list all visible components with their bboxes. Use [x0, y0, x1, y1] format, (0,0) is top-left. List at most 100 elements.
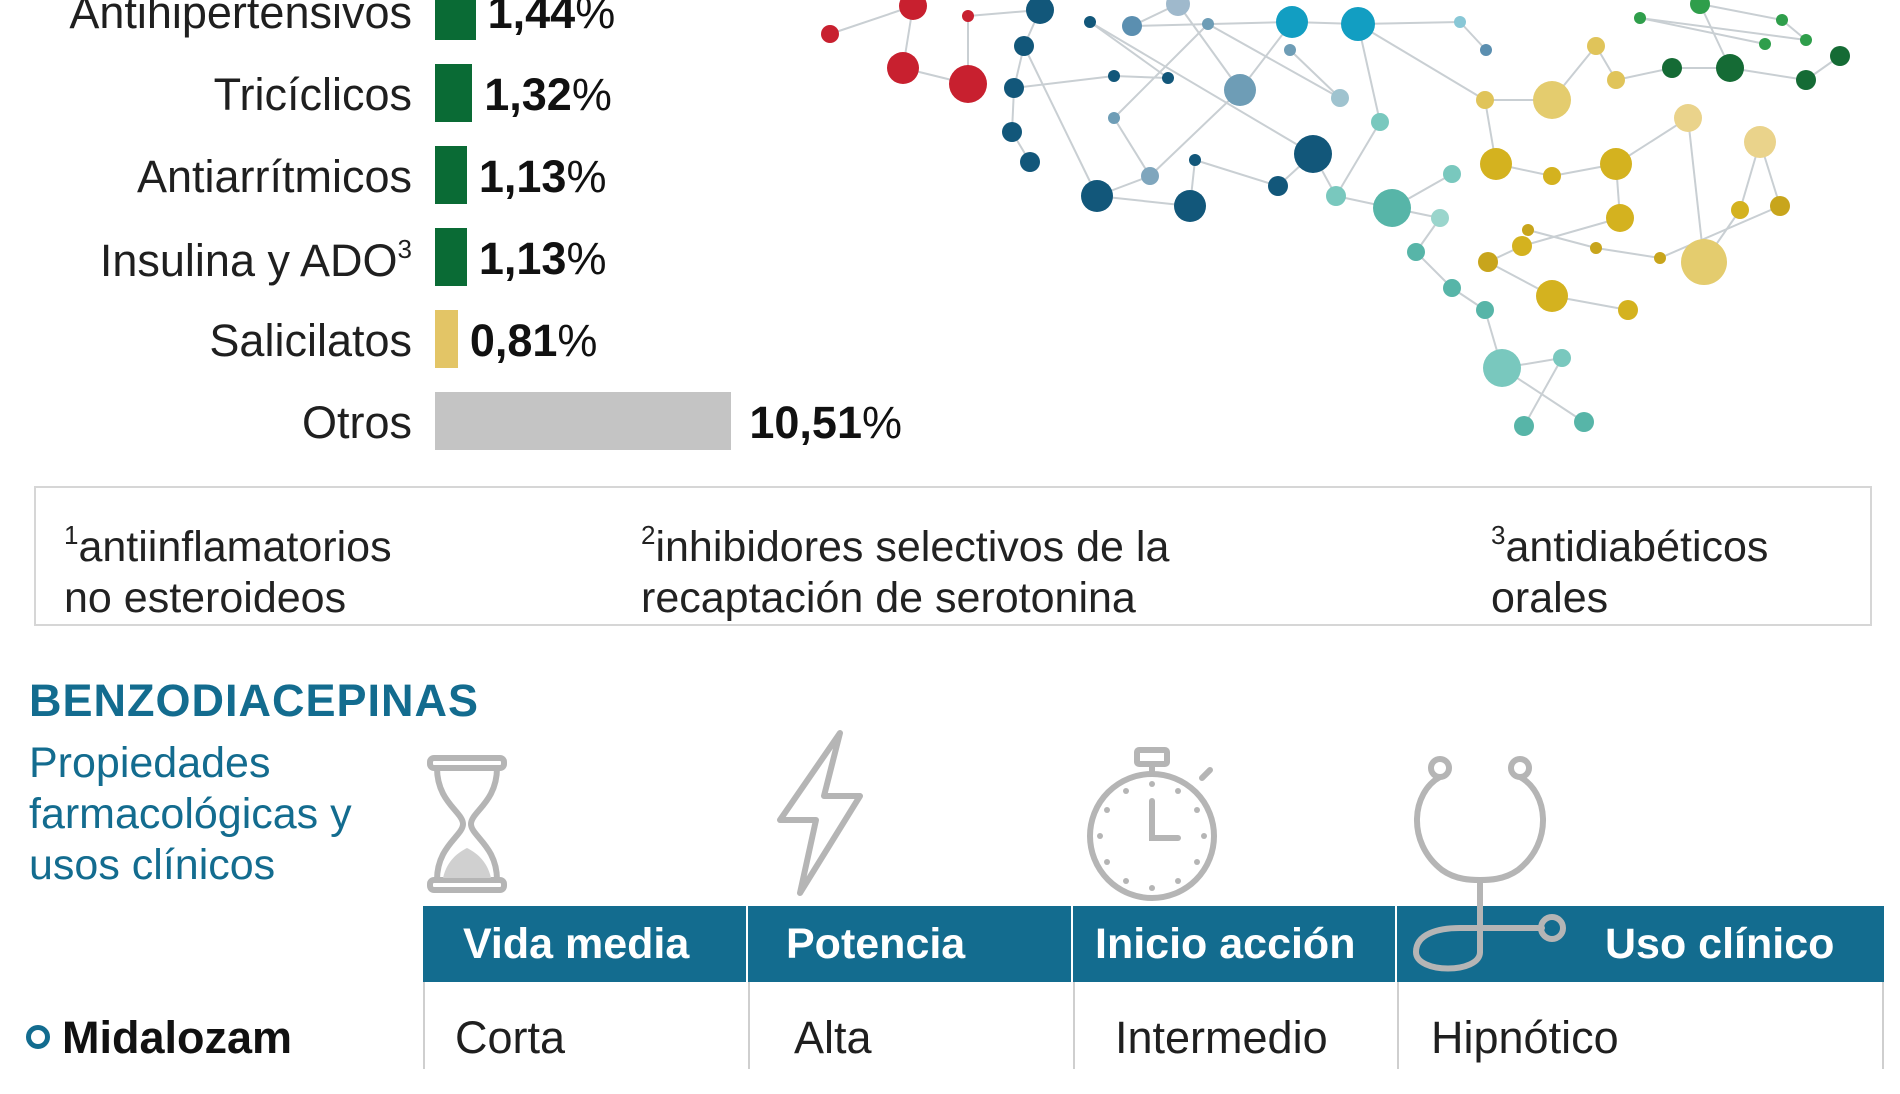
network-node [1268, 176, 1288, 196]
network-node [1716, 54, 1744, 82]
network-node [1476, 301, 1494, 319]
network-node [1326, 186, 1346, 206]
network-node [1014, 36, 1034, 56]
table-header-row: Vida media Potencia Inicio acción Uso cl… [423, 906, 1884, 982]
network-node [1294, 135, 1332, 173]
network-node [1533, 81, 1571, 119]
bar [435, 146, 467, 204]
network-node [1431, 209, 1449, 227]
network-node [1690, 0, 1710, 14]
network-node [1522, 224, 1534, 236]
network-node [1574, 412, 1594, 432]
network-node [1800, 34, 1812, 46]
network-node [1512, 236, 1532, 256]
header-potencia: Potencia [748, 906, 1073, 982]
network-node [1443, 165, 1461, 183]
network-node [1407, 243, 1425, 261]
network-node [1189, 154, 1201, 166]
bar [435, 228, 467, 286]
table-row: Corta Alta Intermedio Hipnótico [423, 982, 1884, 1069]
network-node [1478, 252, 1498, 272]
network-node [1224, 74, 1256, 106]
network-node [1543, 167, 1561, 185]
network-node [1553, 349, 1571, 367]
network-node [821, 25, 839, 43]
header-inicio-accion: Inicio acción [1073, 906, 1397, 982]
row-label-midalozam: Midalozam [26, 1014, 292, 1062]
molecule-network-illustration [821, 0, 1850, 436]
network-node [1108, 112, 1120, 124]
stopwatch-icon [1087, 747, 1217, 901]
network-node [1744, 126, 1776, 158]
header-vida-media: Vida media [423, 906, 748, 982]
network-node [1607, 71, 1625, 89]
network-node [1654, 252, 1666, 264]
bar-value-label: 10,51% [749, 397, 903, 448]
bar-label: Salicilatos [209, 315, 412, 366]
network-node [1590, 242, 1602, 254]
network-node [1830, 46, 1850, 66]
network-node [1141, 167, 1159, 185]
footnotes-box: 1antiinflamatorios no esteroideos 2inhib… [34, 486, 1872, 626]
footnote-3: 3antidiabéticos orales [1491, 510, 1768, 624]
footnote-1-line2: no esteroideos [64, 574, 347, 622]
network-node [1514, 416, 1534, 436]
bar-value-label: 1,13% [478, 151, 607, 202]
network-node [899, 0, 927, 20]
network-node [1174, 190, 1206, 222]
bullet-ring-icon [26, 1025, 50, 1050]
bar-label: Tricíclicos [213, 69, 412, 120]
network-node [1536, 280, 1568, 312]
footnote-2-marker: 2 [641, 520, 656, 550]
bar-value-label: 1,32% [484, 69, 612, 120]
footnote-1: 1antiinflamatorios no esteroideos [64, 510, 392, 624]
section-title: BENZODIACEPINAS [29, 675, 480, 726]
network-node [1618, 300, 1638, 320]
network-node [1341, 7, 1375, 41]
network-node [1483, 349, 1521, 387]
bar-label: Antihipertensivos [69, 0, 412, 38]
bar-value-label: 1,13% [478, 233, 607, 284]
network-node [1606, 204, 1634, 232]
bar [435, 0, 476, 40]
bar-label: Antiarrítmicos [136, 151, 412, 202]
network-node [1770, 196, 1790, 216]
network-node [1373, 189, 1411, 227]
network-node [1371, 113, 1389, 131]
stethoscope-icon [1413, 756, 1566, 972]
network-node [1480, 44, 1492, 56]
bar-value-label: 0,81% [469, 315, 598, 366]
bar-label: Insulina y ADO3 [99, 234, 412, 286]
network-node [1587, 37, 1605, 55]
footnote-3-line1: antidiabéticos [1505, 523, 1769, 571]
network-node [1634, 12, 1646, 24]
network-node [1674, 104, 1702, 132]
network-node [1084, 16, 1096, 28]
network-node [1002, 122, 1022, 142]
bar [435, 392, 732, 450]
network-node [1166, 0, 1190, 16]
header-uso-clinico: Uso clínico [1605, 920, 1835, 968]
section-subtitle: Propiedades farmacológicas y usos clínic… [29, 739, 352, 889]
cell-inicio-accion: Intermedio [1073, 982, 1397, 1069]
bar [435, 64, 473, 122]
row-name: Midalozam [62, 1012, 293, 1063]
network-node [1662, 58, 1682, 78]
bar-label: Otros [301, 397, 412, 448]
network-node [1276, 6, 1308, 38]
network-node [1731, 201, 1749, 219]
network-node [1081, 180, 1113, 212]
network-node [1108, 70, 1120, 82]
network-node [1162, 72, 1174, 84]
network-node [1443, 279, 1461, 297]
bar [435, 310, 458, 368]
cell-uso-clinico: Hipnótico [1397, 982, 1884, 1069]
footnote-3-line2: orales [1491, 574, 1609, 622]
network-node [1681, 239, 1727, 285]
network-node [1796, 70, 1816, 90]
network-node [1004, 78, 1024, 98]
footnote-2-line1: inhibidores selectivos de la [655, 523, 1170, 571]
footnote-marker: 3 [397, 234, 412, 264]
network-node [1476, 91, 1494, 109]
cell-vida-media: Corta [423, 982, 748, 1069]
